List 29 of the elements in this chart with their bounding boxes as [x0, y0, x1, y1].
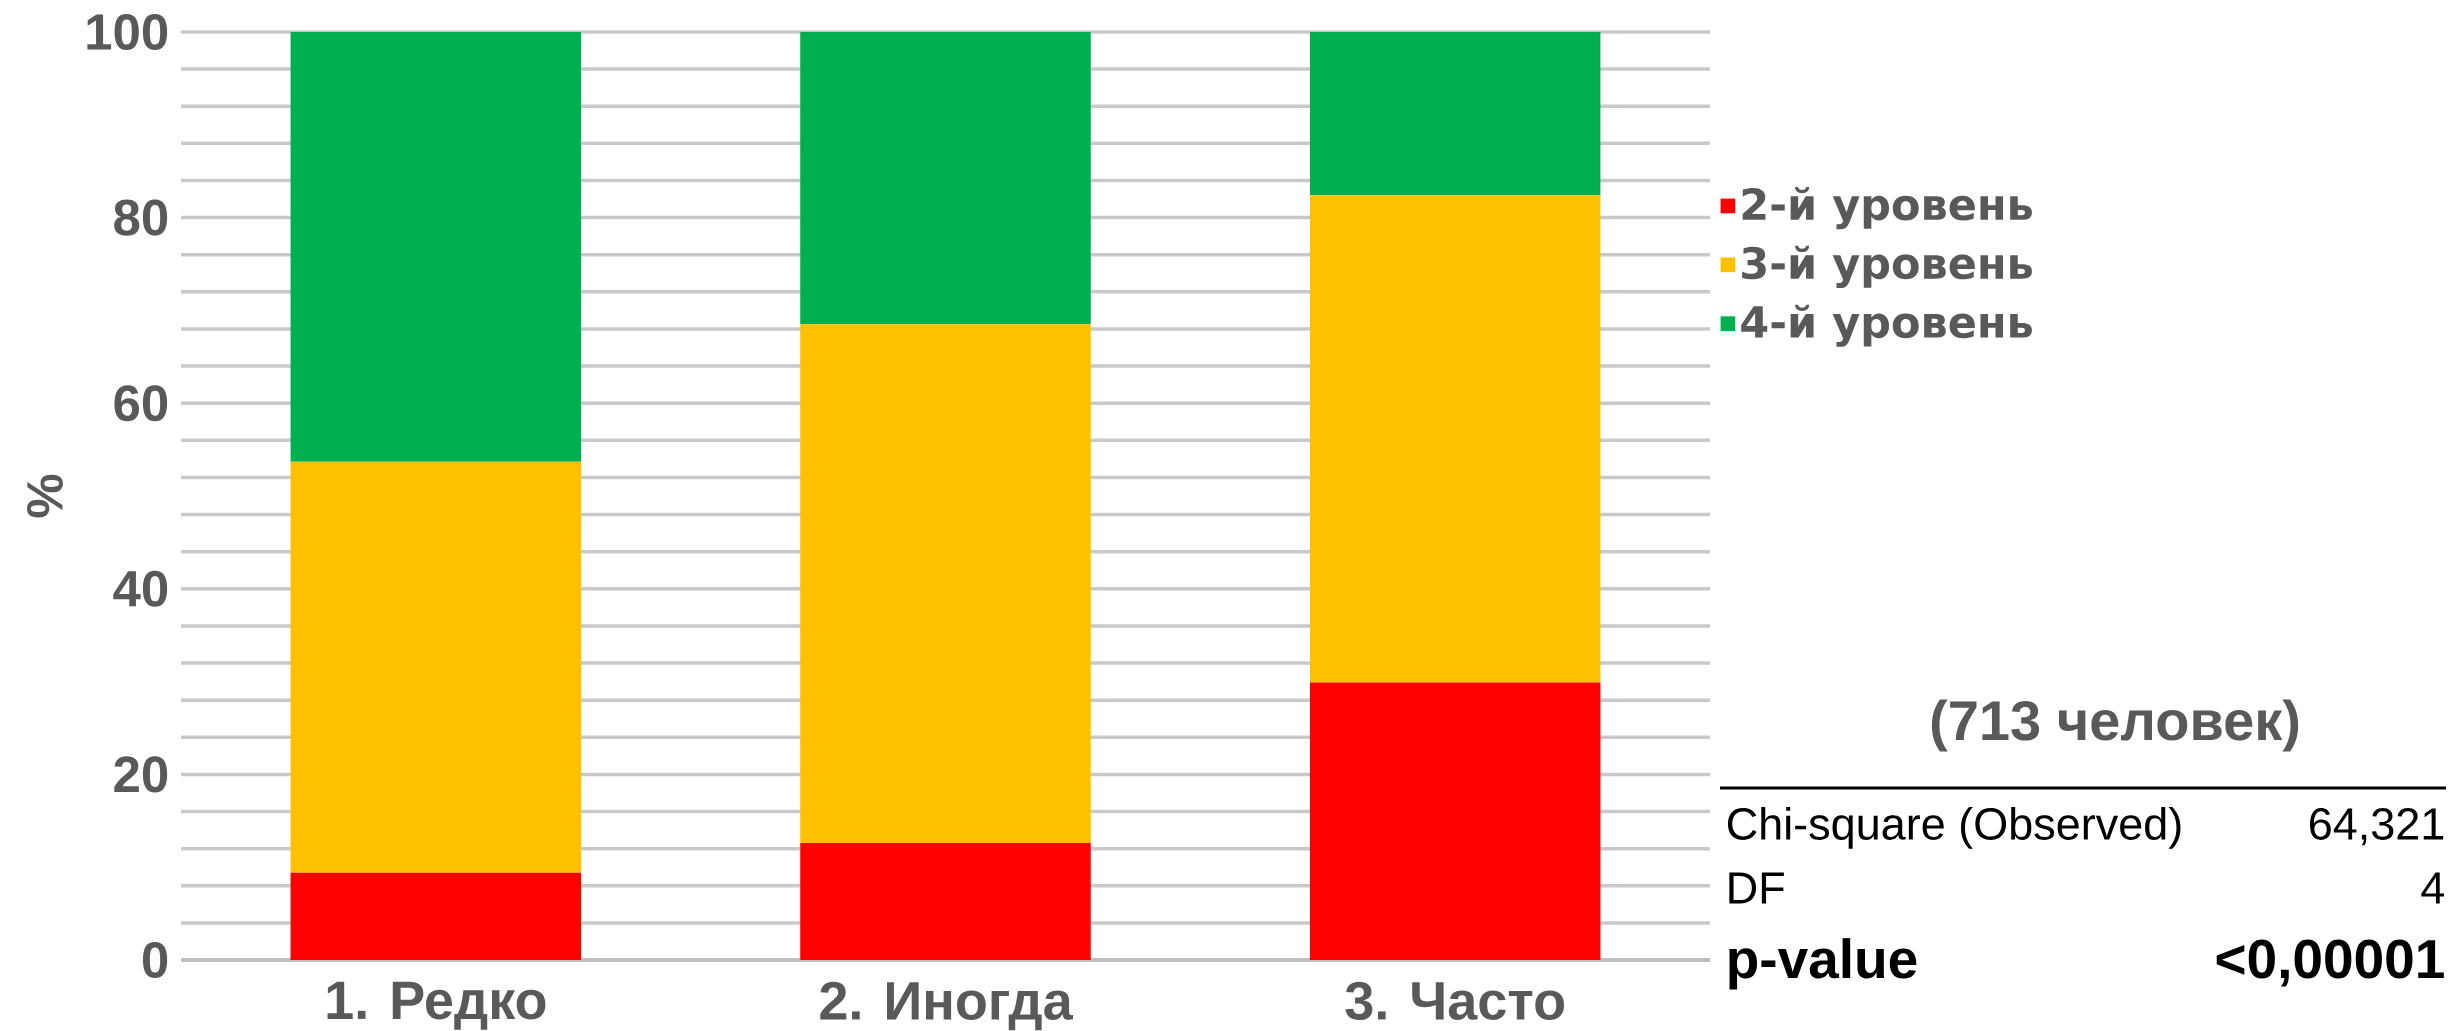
y-axis-title: % [26, 474, 63, 518]
text: Chi-square (Observed) [1727, 806, 2181, 849]
bar [290, 31, 582, 462]
bar [800, 843, 1091, 960]
bar [800, 31, 1091, 325]
y-tick-label: 100 [87, 13, 168, 51]
x-tick-label: 3. Часто [1345, 981, 1565, 1021]
text: p-value [1729, 938, 1917, 990]
x-tick-label: 1. Редко [327, 981, 546, 1030]
bar [1309, 31, 1601, 196]
y-tick-label: 20 [114, 756, 168, 793]
bar [1309, 682, 1601, 960]
bar [1309, 195, 1601, 683]
y-tick-label: 40 [113, 570, 168, 607]
x-tick-label: 2. Иногда [820, 981, 1074, 1031]
text: 64,321 [2310, 808, 2444, 846]
text: <0,00001 [2216, 939, 2444, 987]
text: DF [1729, 872, 1784, 904]
legend-label: 4-й уровень [1741, 304, 2032, 347]
legend-label: 3-й уровень [1742, 245, 2032, 289]
bar [290, 872, 582, 960]
legend-label: 2-й уровень [1742, 186, 2032, 230]
text: (713 человек) [1931, 699, 2299, 752]
bar [800, 324, 1091, 844]
y-tick-label: 60 [114, 385, 168, 422]
y-tick-label: 80 [114, 199, 168, 236]
y-tick-label: 0 [142, 941, 168, 979]
bar [290, 461, 582, 873]
text: 4 [2421, 872, 2445, 904]
